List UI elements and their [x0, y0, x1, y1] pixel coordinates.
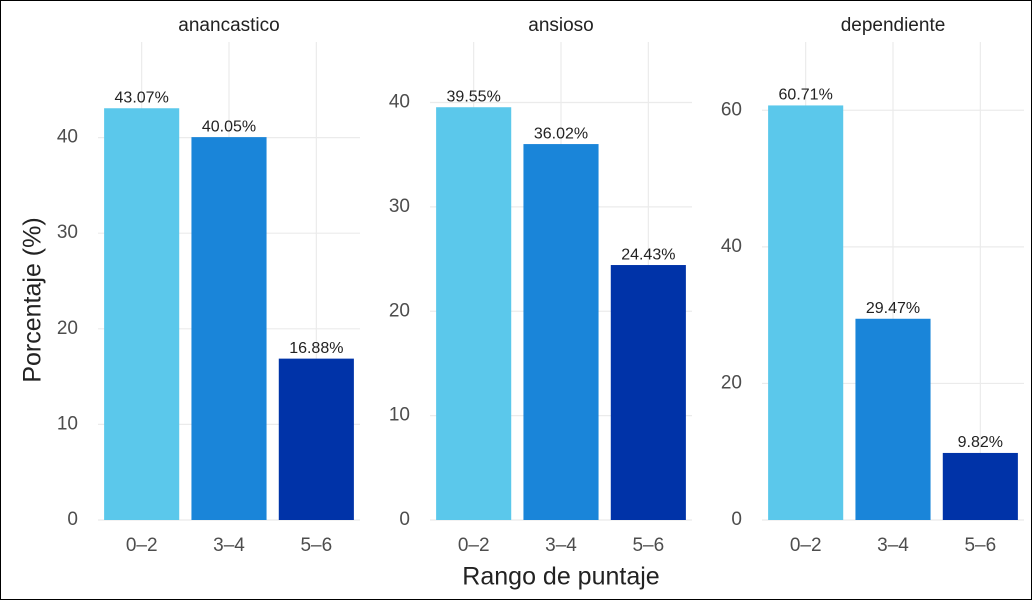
- bar: [436, 107, 512, 521]
- bar: [768, 105, 844, 520]
- y-tick-label: 60: [721, 99, 742, 120]
- x-tick-label: 0–2: [458, 535, 490, 556]
- strip-title: anancastico: [178, 15, 279, 36]
- value-label: 60.71%: [779, 87, 833, 104]
- value-label: 39.55%: [447, 88, 501, 105]
- x-tick-label: 0–2: [790, 535, 822, 556]
- bar: [278, 358, 354, 520]
- value-label: 40.05%: [202, 118, 256, 135]
- x-tick-label: 3–4: [545, 535, 577, 556]
- y-tick-label: 40: [721, 236, 742, 257]
- y-tick-label: 30: [389, 196, 410, 217]
- x-tick-label: 0–2: [126, 535, 158, 556]
- x-tick-label: 5–6: [632, 535, 664, 556]
- bar: [523, 144, 599, 520]
- value-label: 9.82%: [958, 434, 1003, 451]
- value-label: 43.07%: [115, 89, 169, 106]
- y-tick-label: 40: [389, 92, 410, 113]
- y-tick-label: 20: [57, 318, 78, 339]
- x-tick-label: 3–4: [213, 535, 245, 556]
- bar: [191, 137, 267, 520]
- y-tick-label: 0: [731, 509, 742, 530]
- value-label: 24.43%: [621, 246, 675, 263]
- y-tick-label: 20: [721, 372, 742, 393]
- x-tick-label: 5–6: [300, 535, 332, 556]
- x-tick-label: 5–6: [964, 535, 996, 556]
- y-tick-label: 30: [57, 222, 78, 243]
- y-tick-label: 40: [57, 127, 78, 148]
- value-label: 29.47%: [866, 300, 920, 317]
- y-tick-label: 10: [389, 405, 410, 426]
- y-tick-label: 0: [67, 509, 78, 530]
- y-axis-title: Porcentaje (%): [19, 217, 47, 382]
- strip-title: dependiente: [841, 15, 946, 36]
- bar: [942, 452, 1018, 520]
- bar: [104, 108, 180, 521]
- value-label: 16.88%: [289, 340, 343, 357]
- x-axis-title: Rango de puntaje: [462, 563, 659, 591]
- value-label: 36.02%: [534, 125, 588, 142]
- bar: [855, 318, 931, 520]
- strip-title: ansioso: [528, 15, 594, 36]
- bar: [610, 265, 686, 520]
- x-tick-label: 3–4: [877, 535, 909, 556]
- y-tick-label: 0: [399, 509, 410, 530]
- y-tick-label: 10: [57, 413, 78, 434]
- y-tick-label: 20: [389, 300, 410, 321]
